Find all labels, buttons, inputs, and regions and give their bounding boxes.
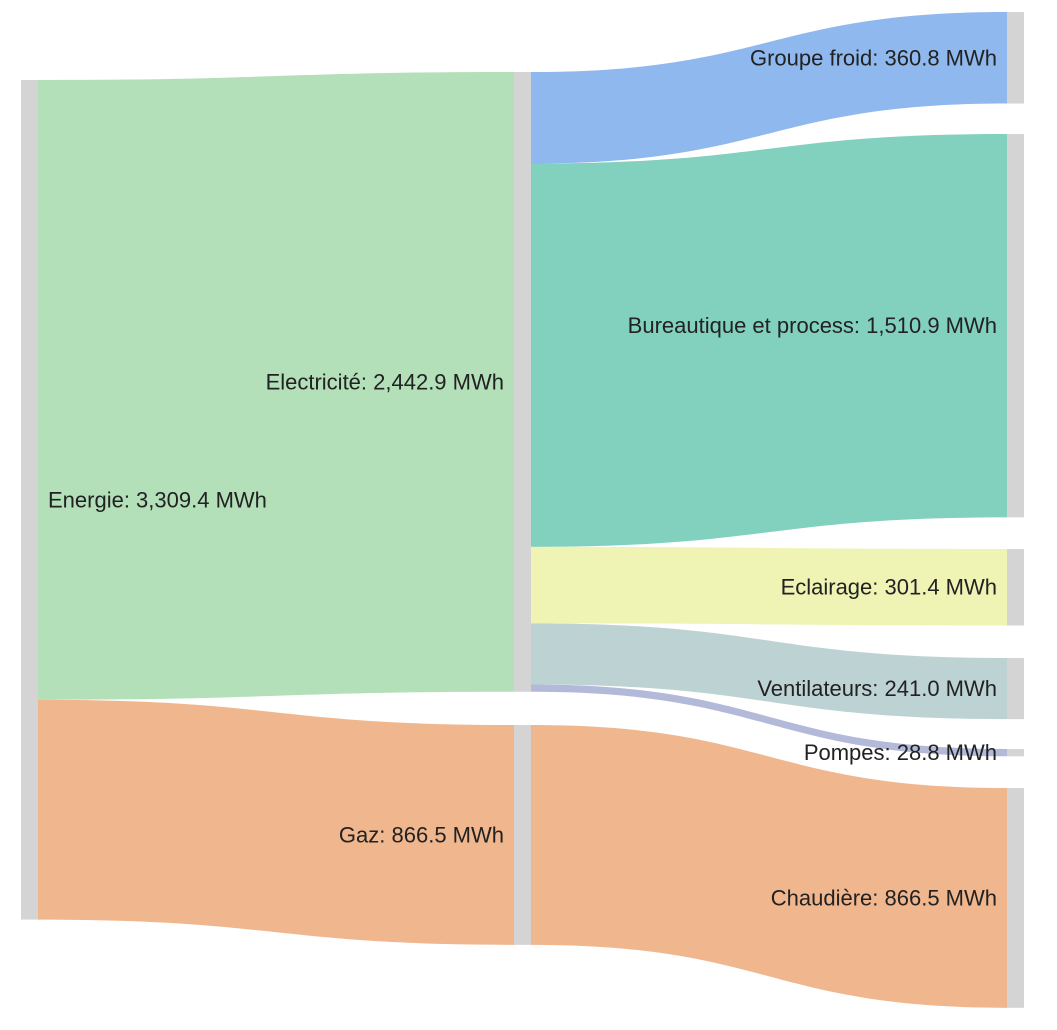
node-pompes[interactable] <box>1007 749 1024 757</box>
node-label-electricite: Electricité: 2,442.9 MWh <box>266 369 504 394</box>
node-label-gaz: Gaz: 866.5 MWh <box>339 822 504 847</box>
link-electricite-eclairage[interactable] <box>531 546 1007 626</box>
node-label-groupe_froid: Groupe froid: 360.8 MWh <box>750 45 997 70</box>
node-gaz[interactable] <box>514 725 531 945</box>
link-layer <box>38 12 1007 1008</box>
node-energie[interactable] <box>21 80 38 920</box>
label-layer: Energie: 3,309.4 MWh Electricité: 2,442.9… <box>48 45 997 910</box>
node-chaudiere[interactable] <box>1007 788 1024 1008</box>
link-gaz-chaudiere[interactable] <box>531 725 1007 1008</box>
node-label-ventilateurs: Ventilateurs: 241.0 MWh <box>757 676 997 701</box>
node-ventilateurs[interactable] <box>1007 658 1024 720</box>
link-electricite-bureautique[interactable] <box>531 134 1007 547</box>
link-energie-gaz[interactable] <box>38 699 514 945</box>
node-electricite[interactable] <box>514 72 531 692</box>
node-label-chaudiere: Chaudière: 866.5 MWh <box>771 885 997 910</box>
node-label-eclairage: Eclairage: 301.4 MWh <box>781 575 997 600</box>
node-label-energie: Energie: 3,309.4 MWh <box>48 487 267 512</box>
link-electricite-ventilateurs[interactable] <box>531 623 1007 720</box>
node-label-bureautique: Bureautique et process: 1,510.9 MWh <box>628 313 997 338</box>
link-electricite-groupe_froid[interactable] <box>531 12 1007 164</box>
node-bureautique[interactable] <box>1007 134 1024 518</box>
link-electricite-pompes[interactable] <box>531 684 1007 757</box>
node-label-pompes: Pompes: 28.8 MWh <box>804 740 997 765</box>
node-eclairage[interactable] <box>1007 549 1024 626</box>
node-groupe_froid[interactable] <box>1007 12 1024 104</box>
node-layer <box>21 12 1024 1008</box>
link-energie-electricite[interactable] <box>38 72 514 700</box>
